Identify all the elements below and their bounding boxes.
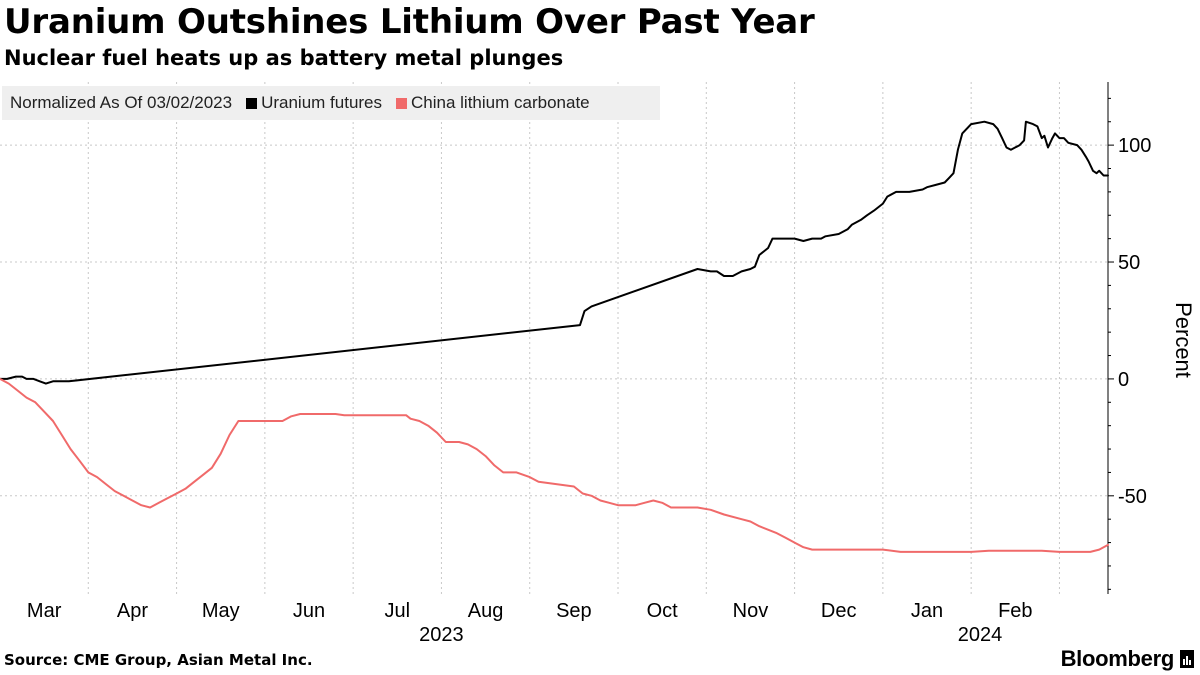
- y-tick-label: 50: [1118, 252, 1140, 274]
- x-year-label: 2024: [958, 624, 1003, 646]
- x-tick-label: Jun: [293, 600, 325, 622]
- chart-title: Uranium Outshines Lithium Over Past Year: [4, 2, 815, 42]
- series-layer: [0, 120, 1109, 553]
- x-tick-label: Apr: [117, 600, 148, 622]
- x-tick-label: Sep: [556, 600, 592, 622]
- y-tick-label: -50: [1118, 486, 1147, 508]
- chart-subtitle: Nuclear fuel heats up as battery metal p…: [4, 46, 564, 70]
- bloomberg-chart-icon: [1180, 650, 1194, 668]
- legend-normalized-label: Normalized As Of 03/02/2023: [10, 93, 233, 112]
- chart-legend: Normalized As Of 03/02/2023 Uranium futu…: [2, 86, 660, 120]
- x-tick-label: Aug: [468, 600, 504, 622]
- x-year-label: 2023: [419, 624, 464, 646]
- x-tick-label: Nov: [733, 600, 769, 622]
- brand-logo: Bloomberg: [1061, 646, 1194, 672]
- legend-swatch-uranium: [246, 97, 258, 109]
- brand-name: Bloomberg: [1060, 646, 1175, 671]
- legend-swatch-lithium: [396, 97, 408, 109]
- source-note: Source: CME Group, Asian Metal Inc.: [4, 651, 313, 669]
- y-tick-label: 100: [1118, 135, 1151, 157]
- axis-layer: 100 50 0 -50 Mar Apr May Jun Jul Aug Sep Oct Nov Dec J…: [27, 82, 1151, 646]
- x-tick-label: Oct: [647, 600, 679, 622]
- legend-item-uranium: Uranium futures: [246, 93, 382, 113]
- legend-label-lithium: China lithium carbonate: [411, 93, 590, 112]
- series-line-lithium: [0, 377, 1109, 553]
- legend-item-lithium: China lithium carbonate: [396, 93, 590, 113]
- y-axis-label: Percent: [1171, 302, 1196, 378]
- x-tick-label: Jul: [385, 600, 411, 622]
- x-tick-label: Dec: [821, 600, 857, 622]
- x-tick-label: May: [202, 600, 240, 622]
- grid-layer: [0, 82, 1108, 594]
- legend-label-uranium: Uranium futures: [261, 93, 383, 112]
- x-tick-label: Feb: [998, 600, 1032, 622]
- y-tick-label: 0: [1118, 369, 1129, 391]
- x-tick-label: Mar: [27, 600, 62, 622]
- series-line-uranium: [0, 120, 1109, 385]
- x-tick-label: Jan: [911, 600, 943, 622]
